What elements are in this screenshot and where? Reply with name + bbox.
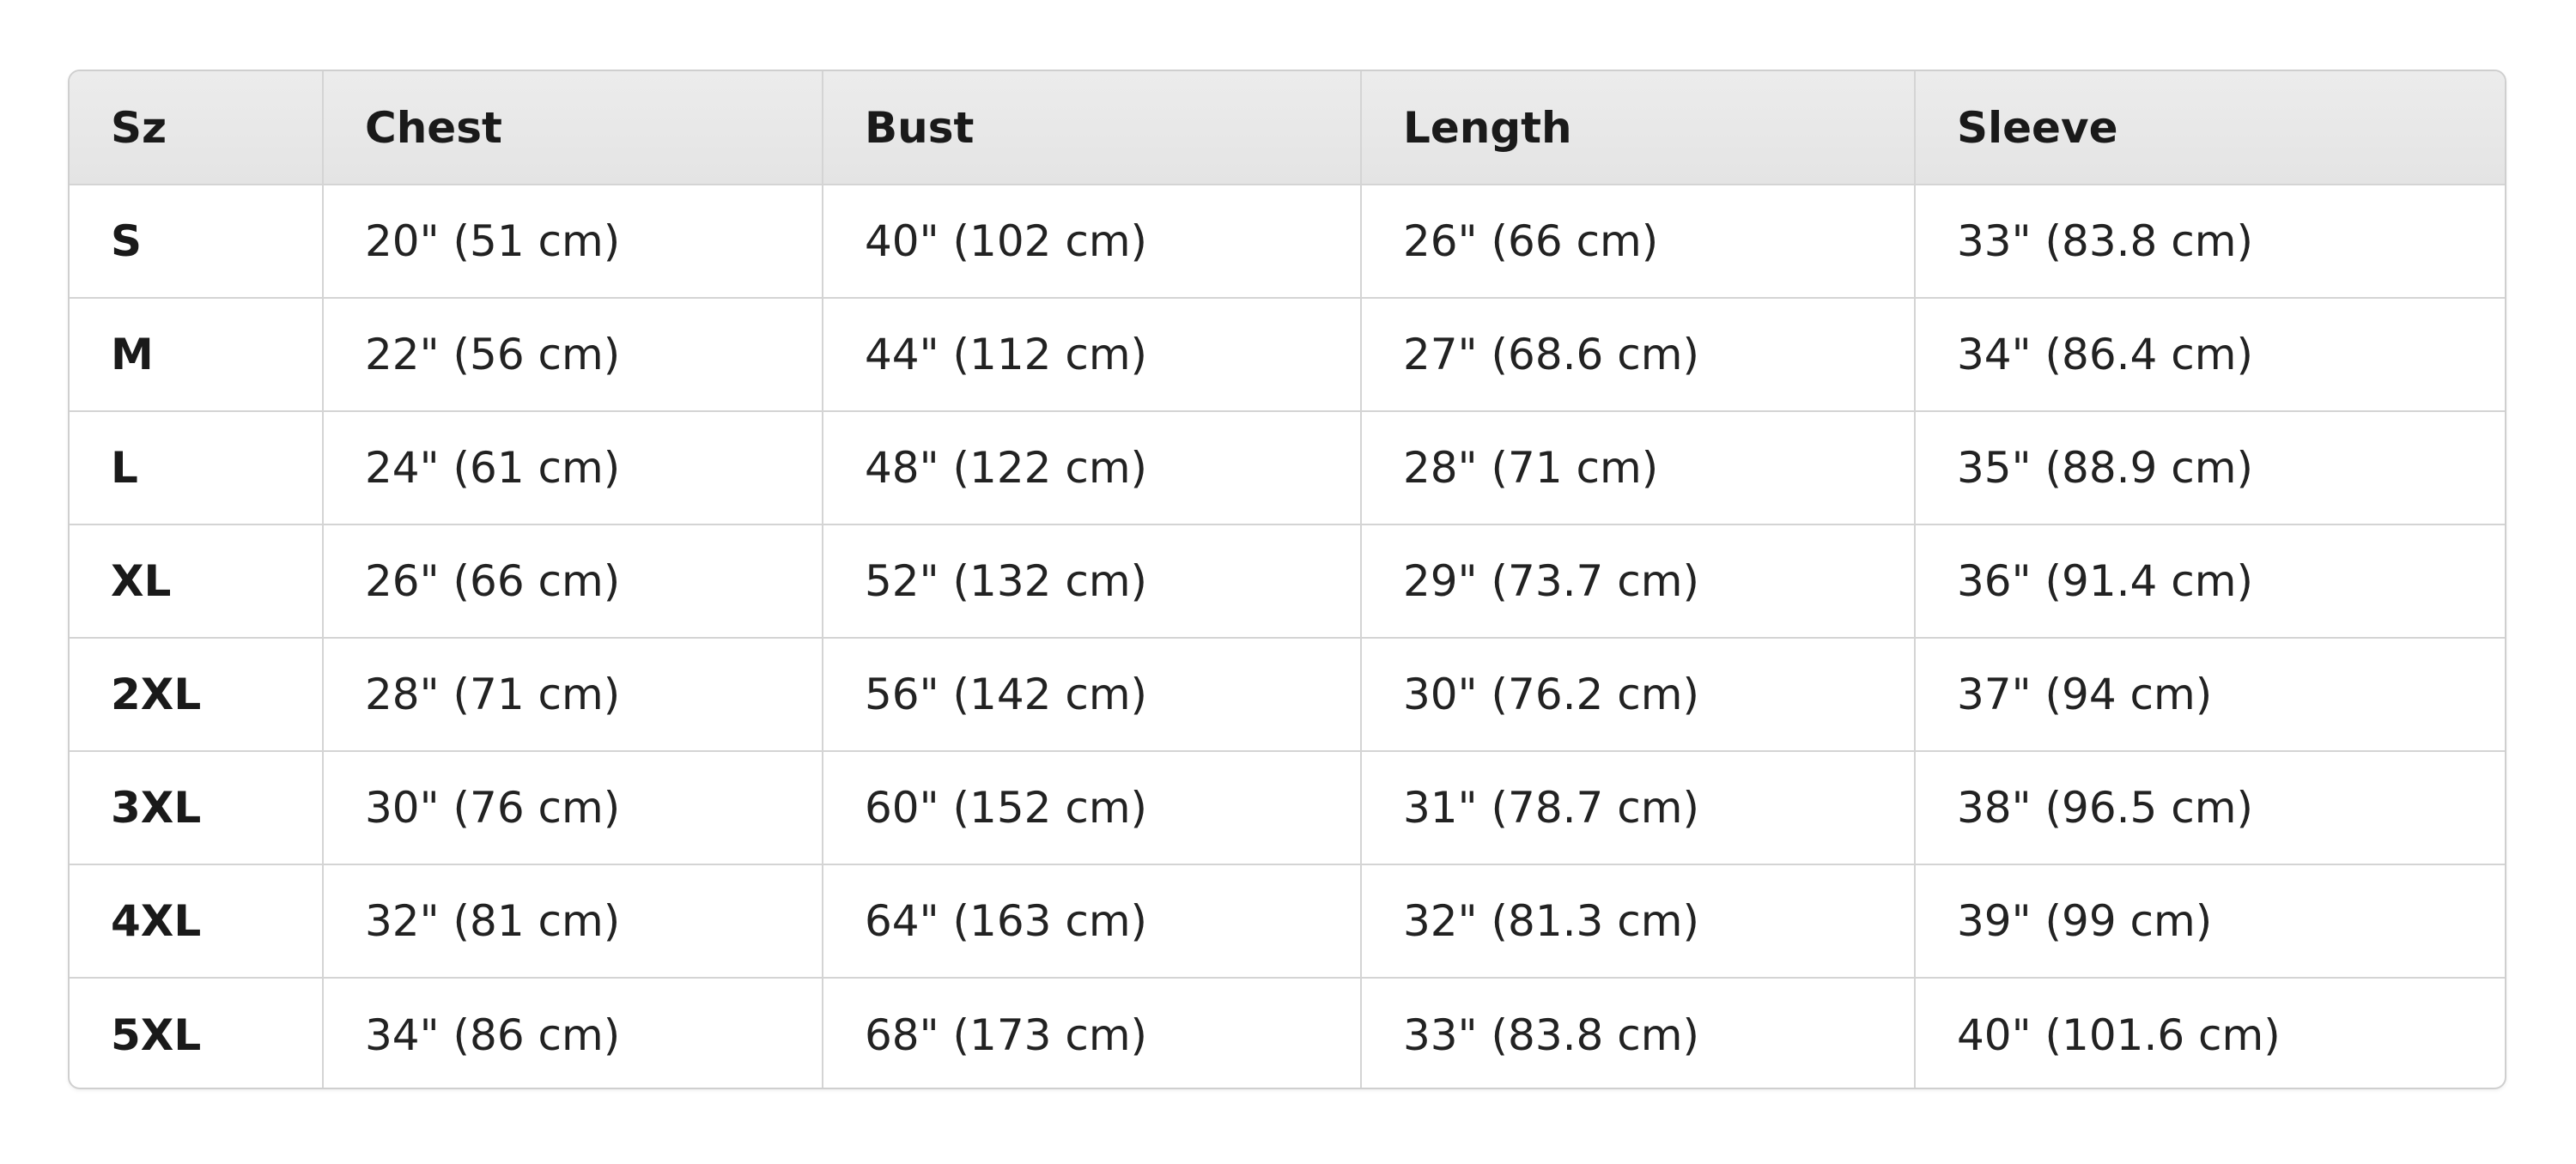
length-cell: 30" (76.2 cm) <box>1361 638 1916 752</box>
length-cell: 27" (68.6 cm) <box>1361 298 1916 412</box>
sleeve-cell: 35" (88.9 cm) <box>1915 411 2505 525</box>
size-cell: S <box>70 185 324 299</box>
size-chart-table: Sz Chest Bust Length Sleeve S 20" (51 cm… <box>68 70 2506 1089</box>
sleeve-cell: 40" (101.6 cm) <box>1957 1009 2281 1060</box>
size-cell: XL <box>70 524 324 639</box>
table-header: Sz Chest Bust Length Sleeve <box>70 71 2505 185</box>
length-cell: 29" (73.7 cm) <box>1361 524 1916 639</box>
sleeve-cell: 34" (86.4 cm) <box>1915 298 2505 412</box>
table-row: L 24" (61 cm) 48" (122 cm) 28" (71 cm) 3… <box>70 411 2505 525</box>
bust-cell: 48" (122 cm) <box>823 411 1362 525</box>
column-header-sleeve: Sleeve <box>1915 71 2505 185</box>
bust-cell: 40" (102 cm) <box>823 185 1362 299</box>
size-cell: 3XL <box>70 751 324 865</box>
column-header-bust: Bust <box>823 71 1362 185</box>
chest-cell: 24" (61 cm) <box>323 411 823 525</box>
sleeve-cell: 39" (99 cm) <box>1915 864 2505 979</box>
length-cell: 33" (83.8 cm) <box>1361 978 1916 1088</box>
table-body: S 20" (51 cm) 40" (102 cm) 26" (66 cm) 3… <box>70 185 2505 1088</box>
sleeve-cell: 36" (91.4 cm) <box>1915 524 2505 639</box>
length-cell: 28" (71 cm) <box>1361 411 1916 525</box>
size-cell: 5XL <box>70 978 324 1088</box>
sleeve-cell: 38" (96.5 cm) <box>1915 751 2505 865</box>
chest-cell: 34" (86 cm) <box>323 978 823 1088</box>
chest-cell: 26" (66 cm) <box>323 524 823 639</box>
table-row: 5XL 34" (86 cm) 68" (173 cm) 33" (83.8 c… <box>70 978 2505 1088</box>
length-cell: 31" (78.7 cm) <box>1361 751 1916 865</box>
table-row: XL 26" (66 cm) 52" (132 cm) 29" (73.7 cm… <box>70 524 2505 639</box>
bust-cell: 68" (173 cm) <box>823 978 1362 1088</box>
column-header-size: Sz <box>70 71 324 185</box>
size-cell: 4XL <box>70 864 324 979</box>
length-cell: 32" (81.3 cm) <box>1361 864 1916 979</box>
table-row: M 22" (56 cm) 44" (112 cm) 27" (68.6 cm)… <box>70 298 2505 412</box>
bust-cell: 60" (152 cm) <box>823 751 1362 865</box>
bust-cell: 44" (112 cm) <box>823 298 1362 412</box>
bust-cell: 56" (142 cm) <box>823 638 1362 752</box>
sleeve-cell: 33" (83.8 cm) <box>1915 185 2505 299</box>
column-header-chest: Chest <box>323 71 823 185</box>
chest-cell: 28" (71 cm) <box>323 638 823 752</box>
table-row: 2XL 28" (71 cm) 56" (142 cm) 30" (76.2 c… <box>70 638 2505 752</box>
table-row: 4XL 32" (81 cm) 64" (163 cm) 32" (81.3 c… <box>70 864 2505 979</box>
table-row: S 20" (51 cm) 40" (102 cm) 26" (66 cm) 3… <box>70 185 2505 299</box>
size-chart: Sz Chest Bust Length Sleeve S 20" (51 cm… <box>70 71 2505 1088</box>
chest-cell: 32" (81 cm) <box>323 864 823 979</box>
chest-cell: 30" (76 cm) <box>323 751 823 865</box>
header-row: Sz Chest Bust Length Sleeve <box>70 71 2505 185</box>
size-cell: L <box>70 411 324 525</box>
table-row: 3XL 30" (76 cm) 60" (152 cm) 31" (78.7 c… <box>70 751 2505 865</box>
size-cell: M <box>70 298 324 412</box>
sleeve-cell: 37" (94 cm) <box>1915 638 2505 752</box>
chest-cell: 20" (51 cm) <box>323 185 823 299</box>
bust-cell: 52" (132 cm) <box>823 524 1362 639</box>
size-cell: 2XL <box>70 638 324 752</box>
column-header-length: Length <box>1361 71 1916 185</box>
bust-cell: 64" (163 cm) <box>823 864 1362 979</box>
chest-cell: 22" (56 cm) <box>323 298 823 412</box>
length-cell: 26" (66 cm) <box>1361 185 1916 299</box>
